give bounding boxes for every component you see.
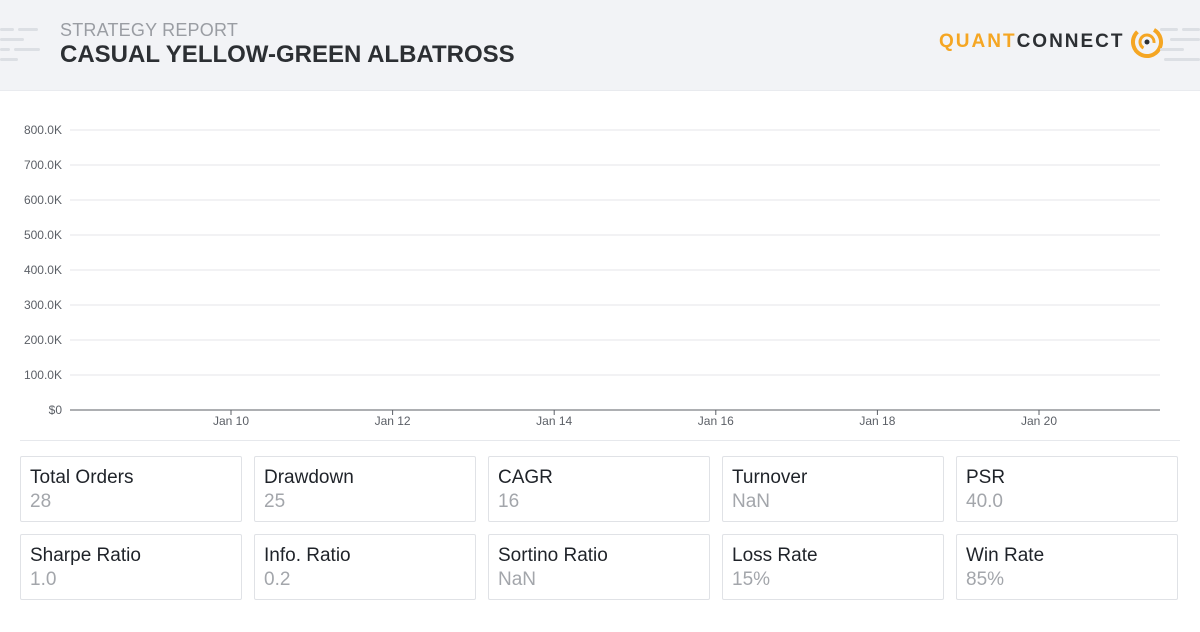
logo-text-connect: CONNECT (1016, 31, 1125, 52)
stat-label: PSR (966, 467, 1006, 488)
y-tick-label: 700.0K (24, 158, 62, 172)
logo-text-quant: QUANT (939, 31, 1017, 52)
section-divider (20, 440, 1180, 441)
equity-chart: $0 100.0K 200.0K 300.0K 400.0K 500.0K 600.0K 70… (0, 110, 1200, 430)
y-tick-label: 300.0K (24, 298, 62, 312)
stat-card: CAGR 16 (488, 456, 710, 522)
y-tick-label: 200.0K (24, 333, 62, 347)
y-tick-label: 800.0K (24, 123, 62, 137)
stat-card: Drawdown 25 (254, 456, 476, 522)
stat-label: Sharpe Ratio (30, 545, 141, 566)
equity-chart-svg: $0 100.0K 200.0K 300.0K 400.0K 500.0K 600.0K 70… (24, 123, 1160, 428)
x-tick-label: Jan 18 (859, 414, 895, 428)
logo-mark-icon (1130, 26, 1163, 58)
quantconnect-logo: QUANT CONNECT (939, 24, 1165, 60)
stat-label: Total Orders (30, 467, 134, 488)
stat-card: Info. Ratio 0.2 (254, 534, 476, 600)
stat-card: Loss Rate 15% (722, 534, 944, 600)
stat-value: 15% (732, 569, 771, 590)
stat-value: NaN (498, 569, 537, 590)
stat-label: Win Rate (966, 545, 1045, 566)
left-decoration (0, 28, 44, 64)
y-tick-label: 500.0K (24, 228, 62, 242)
stat-label: Loss Rate (732, 545, 818, 566)
x-tick-label: Jan 14 (536, 414, 572, 428)
stat-value: 16 (498, 491, 520, 512)
stat-card: Sortino Ratio NaN (488, 534, 710, 600)
stat-card: Win Rate 85% (956, 534, 1178, 600)
report-header: STRATEGY REPORT CASUAL YELLOW-GREEN ALBA… (0, 0, 1200, 91)
stat-card: Total Orders 28 (20, 456, 242, 522)
y-tick-label: $0 (49, 403, 63, 417)
report-subtitle: STRATEGY REPORT (60, 20, 239, 40)
stat-card: Turnover NaN (722, 456, 944, 522)
stat-label: Sortino Ratio (498, 545, 608, 566)
stat-label: Turnover (732, 467, 808, 488)
y-tick-label: 600.0K (24, 193, 62, 207)
stat-value: 0.2 (264, 569, 291, 590)
stat-value: 40.0 (966, 491, 1003, 512)
stat-value: 1.0 (30, 569, 57, 590)
x-tick-label: Jan 12 (375, 414, 411, 428)
stat-value: 28 (30, 491, 52, 512)
right-decoration (1160, 28, 1200, 64)
stat-card: Sharpe Ratio 1.0 (20, 534, 242, 600)
stat-label: CAGR (498, 467, 553, 488)
x-tick-label: Jan 10 (213, 414, 249, 428)
x-tick-label: Jan 16 (698, 414, 734, 428)
stat-value: 25 (264, 491, 286, 512)
stat-label: Drawdown (264, 467, 354, 488)
y-tick-label: 400.0K (24, 263, 62, 277)
stat-card: PSR 40.0 (956, 456, 1178, 522)
stat-label: Info. Ratio (264, 545, 351, 566)
stat-value: NaN (732, 491, 771, 512)
y-tick-label: 100.0K (24, 368, 62, 382)
x-tick-label: Jan 20 (1021, 414, 1057, 428)
report-title: CASUAL YELLOW-GREEN ALBATROSS (60, 41, 515, 68)
stat-value: 85% (966, 569, 1005, 590)
